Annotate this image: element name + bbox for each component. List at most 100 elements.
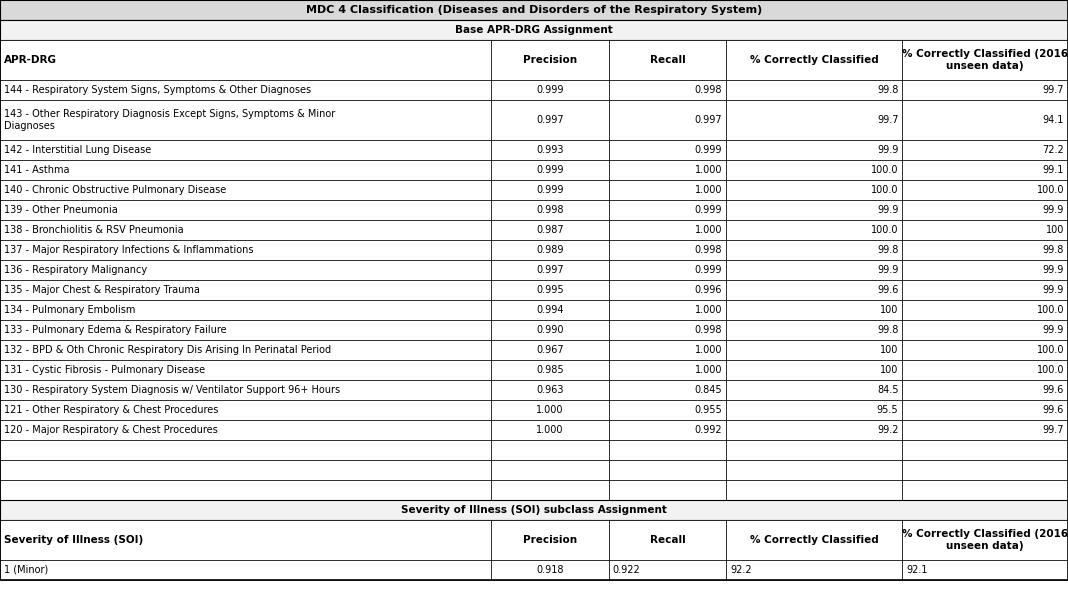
Text: Recall: Recall <box>649 55 686 65</box>
Text: 120 - Major Respiratory & Chest Procedures: 120 - Major Respiratory & Chest Procedur… <box>4 425 218 435</box>
Text: % Correctly Classified (2016
unseen data): % Correctly Classified (2016 unseen data… <box>902 529 1068 551</box>
Text: 0.918: 0.918 <box>536 565 564 575</box>
Text: 0.845: 0.845 <box>694 385 722 395</box>
Text: 99.6: 99.6 <box>1042 385 1064 395</box>
Text: 0.998: 0.998 <box>536 205 564 215</box>
Text: Severity of Illness (SOI): Severity of Illness (SOI) <box>4 535 143 545</box>
Text: 0.955: 0.955 <box>694 405 722 415</box>
Bar <box>491 40 609 80</box>
Text: 0.989: 0.989 <box>536 245 564 255</box>
Text: 0.998: 0.998 <box>695 245 722 255</box>
Bar <box>0 560 491 580</box>
Text: 100.0: 100.0 <box>871 225 898 235</box>
Text: 0.999: 0.999 <box>695 145 722 155</box>
Bar <box>726 240 902 260</box>
Bar <box>491 440 609 460</box>
Bar <box>0 400 491 420</box>
Bar <box>902 240 1068 260</box>
Bar <box>902 480 1068 500</box>
Bar <box>609 180 726 200</box>
Bar <box>609 140 726 160</box>
Text: 0.999: 0.999 <box>695 205 722 215</box>
Bar <box>0 160 491 180</box>
Bar <box>0 460 491 480</box>
Bar <box>0 180 491 200</box>
Text: 0.997: 0.997 <box>536 115 564 125</box>
Bar <box>491 560 609 580</box>
Bar <box>491 140 609 160</box>
Text: 99.6: 99.6 <box>877 285 898 295</box>
Bar <box>902 280 1068 300</box>
Bar <box>609 260 726 280</box>
Bar <box>902 100 1068 140</box>
Bar <box>491 340 609 360</box>
Text: 99.8: 99.8 <box>877 245 898 255</box>
Bar <box>0 480 491 500</box>
Text: 1.000: 1.000 <box>536 425 564 435</box>
Bar <box>609 300 726 320</box>
Bar <box>491 240 609 260</box>
Text: 99.9: 99.9 <box>1042 205 1064 215</box>
Text: 99.7: 99.7 <box>1042 85 1064 95</box>
Bar <box>902 520 1068 560</box>
Text: 134 - Pulmonary Embolism: 134 - Pulmonary Embolism <box>4 305 136 315</box>
Bar <box>726 180 902 200</box>
Bar <box>726 40 902 80</box>
Bar <box>491 380 609 400</box>
Text: 143 - Other Respiratory Diagnosis Except Signs, Symptoms & Minor
Diagnoses: 143 - Other Respiratory Diagnosis Except… <box>4 109 335 131</box>
Bar <box>609 280 726 300</box>
Bar <box>491 100 609 140</box>
Text: 99.9: 99.9 <box>1042 285 1064 295</box>
Text: 100: 100 <box>880 305 898 315</box>
Bar <box>902 260 1068 280</box>
Bar <box>902 300 1068 320</box>
Text: 99.9: 99.9 <box>1042 265 1064 275</box>
Text: 0.992: 0.992 <box>694 425 722 435</box>
Bar <box>491 80 609 100</box>
Text: 1.000: 1.000 <box>695 345 722 355</box>
Text: 99.8: 99.8 <box>1042 245 1064 255</box>
Text: 92.2: 92.2 <box>731 565 752 575</box>
Text: 100: 100 <box>880 345 898 355</box>
Bar <box>726 560 902 580</box>
Bar <box>491 180 609 200</box>
Bar <box>609 480 726 500</box>
Bar <box>491 360 609 380</box>
Bar <box>0 80 491 100</box>
Bar <box>726 520 902 560</box>
Bar <box>902 160 1068 180</box>
Bar <box>902 40 1068 80</box>
Bar <box>491 480 609 500</box>
Bar <box>0 220 491 240</box>
Bar <box>726 340 902 360</box>
Bar <box>491 320 609 340</box>
Bar <box>609 200 726 220</box>
Text: Severity of Illness (SOI) subclass Assignment: Severity of Illness (SOI) subclass Assig… <box>402 505 666 515</box>
Text: 99.6: 99.6 <box>1042 405 1064 415</box>
Text: 0.998: 0.998 <box>695 85 722 95</box>
Text: 0.999: 0.999 <box>695 265 722 275</box>
Bar <box>0 380 491 400</box>
Bar <box>902 560 1068 580</box>
Text: 99.7: 99.7 <box>877 115 898 125</box>
Text: 0.922: 0.922 <box>613 565 641 575</box>
Bar <box>0 320 491 340</box>
Text: % Correctly Classified: % Correctly Classified <box>750 535 879 545</box>
Bar <box>609 40 726 80</box>
Text: 130 - Respiratory System Diagnosis w/ Ventilator Support 96+ Hours: 130 - Respiratory System Diagnosis w/ Ve… <box>4 385 340 395</box>
Bar <box>0 140 491 160</box>
Text: 141 - Asthma: 141 - Asthma <box>4 165 69 175</box>
Text: 1.000: 1.000 <box>695 225 722 235</box>
Text: 0.999: 0.999 <box>536 85 564 95</box>
Text: 100.0: 100.0 <box>1037 365 1064 375</box>
Bar <box>609 80 726 100</box>
Text: 100.0: 100.0 <box>1037 185 1064 195</box>
Text: 0.987: 0.987 <box>536 225 564 235</box>
Text: 0.994: 0.994 <box>536 305 564 315</box>
Text: 94.1: 94.1 <box>1042 115 1064 125</box>
Text: 0.996: 0.996 <box>695 285 722 295</box>
Bar <box>726 380 902 400</box>
Bar <box>0 520 491 560</box>
Bar <box>0 100 491 140</box>
Bar <box>726 460 902 480</box>
